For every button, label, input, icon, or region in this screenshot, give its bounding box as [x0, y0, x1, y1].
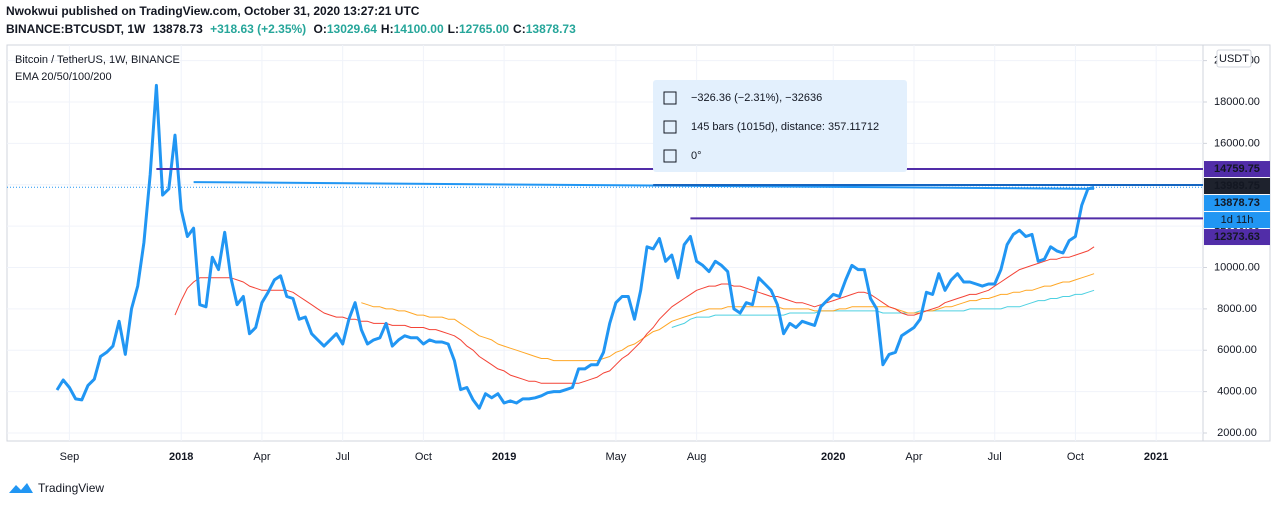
currency-box	[1216, 49, 1252, 68]
logo	[9, 483, 33, 493]
x-tick-label: Jul	[988, 451, 1002, 463]
y-tick-label: 16000.00	[1214, 137, 1260, 149]
price-label: 12373.63	[1214, 231, 1260, 243]
measure-text: −326.36 (−2.31%), −32636	[691, 92, 822, 104]
price-label-bg	[1204, 161, 1270, 178]
measure-icon	[663, 149, 677, 163]
x-tick-label: Sep	[60, 451, 80, 463]
price-label-bg	[1204, 195, 1270, 212]
x-tick-label: Oct	[1067, 451, 1084, 463]
ohlc-value: 13029.64	[326, 22, 377, 36]
y-tick-label: 10000.00	[1214, 261, 1260, 273]
y-tick-label: 2000.00	[1217, 427, 1257, 439]
price-label-bg	[1204, 229, 1270, 246]
plot-border	[6, 44, 1271, 442]
ema-line	[671, 289, 1095, 328]
y-tick-label: 8000.00	[1217, 303, 1257, 315]
x-tick-label: Jul	[336, 451, 350, 463]
x-tick-label: Aug	[687, 451, 707, 463]
x-tick-label: 2020	[821, 451, 845, 463]
indicator-legend: EMA 20/50/100/200	[15, 71, 112, 83]
x-tick-label: 2019	[492, 451, 516, 463]
change: +318.63 (+2.35%)	[210, 22, 307, 36]
ohlc: O:13029.64 H:14100.00 L:12765.00 C:13878.73	[314, 22, 580, 36]
ohlc-key: H:	[380, 22, 394, 36]
last-price: 13878.73	[152, 22, 203, 36]
currency: USDT	[1219, 53, 1249, 65]
measure-text: 145 bars (1015d), distance: 357.11712	[691, 121, 879, 133]
chart-title: Bitcoin / TetherUS, 1W, BINANCE	[15, 54, 180, 66]
measure-icon	[663, 91, 677, 105]
x-tick-label: 2021	[1144, 451, 1168, 463]
symbol-bar: BINANCE:BTCUSDT, 1W 13878.73 +318.63 (+2…	[6, 22, 584, 36]
ohlc-key: C:	[513, 22, 526, 36]
price-label: 13878.73	[1214, 197, 1260, 209]
ema-line	[174, 246, 1095, 384]
ema-line	[361, 273, 1095, 362]
measure-icon	[663, 120, 677, 134]
y-tick-label: 18000.00	[1214, 96, 1260, 108]
ohlc-value: 13878.73	[525, 22, 576, 36]
measure-box	[653, 80, 907, 172]
ohlc-key: L:	[447, 22, 459, 36]
x-tick-label: 2018	[169, 451, 193, 463]
ohlc-key: O:	[313, 22, 327, 36]
ohlc-value: 14100.00	[393, 22, 444, 36]
symbol: BINANCE:BTCUSDT, 1W	[6, 22, 146, 36]
ohlc-value: 12765.00	[458, 22, 510, 36]
y-tick-label: 4000.00	[1217, 386, 1257, 398]
x-tick-label: Apr	[253, 451, 270, 463]
price-label: 14759.75	[1214, 163, 1260, 175]
x-tick-label: May	[606, 451, 627, 463]
measure-text: 0°	[691, 150, 702, 162]
countdown-bg	[1204, 212, 1270, 229]
x-tick-label: Oct	[415, 451, 432, 463]
brand: TradingView	[38, 481, 105, 495]
y-tick-label: 6000.00	[1217, 344, 1257, 356]
price-label: 13989.75	[1214, 180, 1260, 192]
chart: 2000.004000.006000.008000.0010000.001200…	[6, 44, 1271, 463]
x-tick-label: Apr	[905, 451, 922, 463]
footer: TradingView	[8, 480, 104, 496]
countdown: 1d 11h	[1221, 214, 1254, 226]
publish-info: Nwokwui published on TradingView.com, Oc…	[6, 4, 420, 18]
price-line	[55, 83, 1095, 410]
price-label-bg	[1204, 178, 1270, 195]
